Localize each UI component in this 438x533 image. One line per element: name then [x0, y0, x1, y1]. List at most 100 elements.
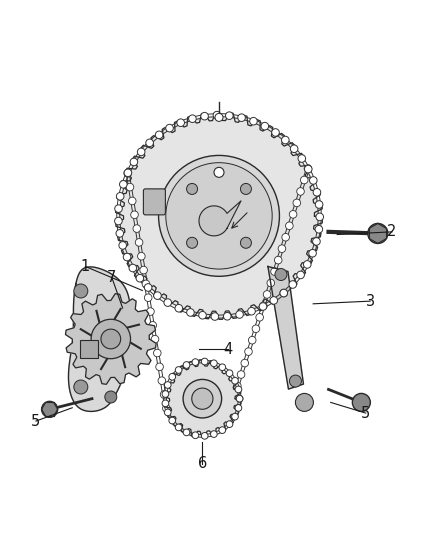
Circle shape [214, 167, 224, 177]
Circle shape [154, 292, 161, 300]
Circle shape [138, 253, 145, 260]
Circle shape [282, 233, 290, 241]
Polygon shape [116, 112, 322, 319]
Circle shape [215, 114, 223, 122]
Circle shape [119, 115, 319, 317]
Circle shape [259, 303, 267, 310]
Circle shape [316, 213, 324, 221]
Circle shape [183, 379, 222, 418]
Circle shape [278, 245, 286, 253]
Circle shape [240, 237, 251, 248]
Circle shape [123, 253, 131, 261]
Circle shape [226, 370, 233, 376]
Text: 4: 4 [223, 342, 233, 357]
Circle shape [280, 289, 288, 297]
Circle shape [187, 237, 198, 248]
FancyBboxPatch shape [143, 189, 166, 215]
Circle shape [252, 325, 260, 333]
Circle shape [289, 211, 297, 218]
Circle shape [236, 395, 243, 402]
Circle shape [238, 114, 245, 122]
Circle shape [135, 239, 143, 246]
Circle shape [133, 225, 141, 232]
Circle shape [183, 362, 190, 368]
Circle shape [162, 400, 169, 407]
FancyBboxPatch shape [80, 340, 98, 358]
Circle shape [232, 377, 238, 384]
Circle shape [124, 169, 131, 177]
Circle shape [313, 238, 320, 245]
Circle shape [211, 360, 217, 367]
Circle shape [271, 268, 278, 276]
Circle shape [223, 312, 231, 320]
Text: 7: 7 [107, 270, 117, 285]
Circle shape [164, 299, 172, 306]
Circle shape [187, 183, 198, 195]
Circle shape [315, 225, 323, 233]
Circle shape [282, 136, 289, 144]
Circle shape [290, 145, 298, 152]
Circle shape [115, 217, 122, 225]
Circle shape [91, 319, 131, 359]
Circle shape [248, 336, 256, 344]
Text: 1: 1 [81, 259, 90, 274]
Circle shape [289, 281, 297, 288]
Circle shape [115, 205, 122, 213]
Circle shape [245, 348, 252, 356]
Circle shape [261, 123, 268, 130]
Circle shape [211, 313, 219, 320]
Circle shape [126, 183, 134, 191]
Circle shape [201, 358, 208, 365]
Circle shape [192, 388, 213, 409]
Circle shape [116, 230, 124, 237]
Circle shape [201, 112, 208, 120]
Circle shape [142, 280, 150, 288]
Circle shape [295, 393, 314, 411]
Circle shape [74, 284, 88, 298]
Polygon shape [199, 201, 241, 236]
Circle shape [145, 284, 152, 291]
Circle shape [280, 289, 288, 297]
Circle shape [226, 421, 233, 427]
Circle shape [275, 256, 282, 264]
Polygon shape [68, 267, 131, 411]
Circle shape [290, 375, 301, 387]
Circle shape [42, 401, 58, 417]
Circle shape [175, 424, 182, 431]
Circle shape [175, 367, 182, 373]
Circle shape [140, 266, 148, 274]
Circle shape [256, 313, 263, 321]
Circle shape [105, 391, 117, 403]
Circle shape [164, 382, 171, 389]
Circle shape [232, 413, 238, 420]
Circle shape [272, 128, 279, 136]
Circle shape [175, 304, 183, 312]
Circle shape [162, 391, 169, 398]
Circle shape [298, 155, 306, 163]
Polygon shape [164, 360, 241, 438]
Circle shape [149, 321, 156, 329]
Circle shape [101, 329, 121, 349]
Circle shape [352, 393, 371, 411]
Circle shape [124, 169, 132, 176]
Circle shape [155, 131, 163, 139]
Text: 5: 5 [361, 406, 371, 421]
Circle shape [267, 279, 275, 287]
Circle shape [237, 371, 245, 378]
Circle shape [131, 211, 138, 219]
Circle shape [236, 395, 243, 402]
Polygon shape [268, 266, 304, 389]
Circle shape [270, 296, 278, 304]
Text: 2: 2 [387, 224, 397, 239]
Circle shape [297, 271, 304, 279]
Circle shape [183, 429, 190, 435]
Circle shape [162, 405, 170, 412]
Circle shape [129, 264, 137, 272]
Circle shape [147, 308, 154, 316]
Circle shape [187, 309, 194, 316]
Circle shape [201, 432, 208, 439]
Circle shape [192, 432, 199, 439]
Circle shape [219, 427, 226, 433]
Circle shape [275, 269, 287, 280]
Circle shape [260, 302, 267, 310]
